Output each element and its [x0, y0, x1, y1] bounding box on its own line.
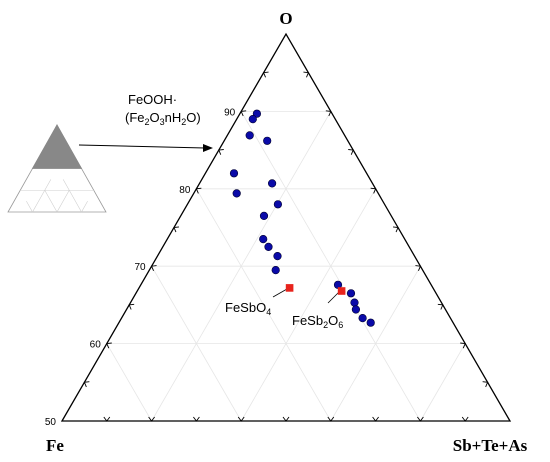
- inset-triangle: [7, 124, 107, 213]
- edge-tick: [150, 265, 157, 271]
- vertex-label-left: Fe: [46, 436, 64, 455]
- edge-tick: [415, 265, 422, 271]
- edge-tick: [195, 187, 202, 194]
- sample-point: [351, 305, 361, 314]
- edge-tick: [240, 110, 247, 117]
- reference-point: [285, 284, 294, 292]
- vertex-label-top: O: [279, 9, 292, 28]
- ref-leader-fesb2o6: [327, 291, 340, 304]
- ref-label-fesb2o6: FeSb2O6: [292, 313, 343, 330]
- edge-tick: [370, 187, 377, 194]
- o-tick-label: 90: [224, 107, 236, 118]
- edge-tick: [282, 416, 290, 422]
- sample-point: [268, 179, 277, 188]
- o-tick-label: 60: [90, 340, 102, 351]
- grid-line-sb: [196, 188, 332, 422]
- edge-tick: [128, 303, 135, 310]
- grid-line-fe: [330, 265, 421, 422]
- edge-tick: [461, 416, 469, 422]
- edge-tick: [325, 110, 332, 117]
- grid-line-sb: [151, 265, 242, 422]
- edge-tick: [262, 71, 269, 78]
- annotation-line2-part6: O): [186, 110, 200, 125]
- edge-tick: [437, 303, 444, 310]
- annotation-line2: (Fe2O3nH2O): [125, 110, 201, 127]
- annotation-line1: FeOOH·: [128, 92, 177, 107]
- reference-points: [285, 284, 346, 295]
- o-tick-labels: 50 60 70 80 90: [45, 107, 236, 428]
- sample-point: [229, 169, 239, 178]
- sample-point: [232, 189, 241, 198]
- edge-tick: [193, 416, 200, 422]
- o-tick-label: 70: [134, 262, 146, 273]
- ref-leader-fesbo4: [272, 288, 288, 298]
- sample-point: [259, 235, 268, 244]
- annotation-arrow: [78, 144, 206, 149]
- grid: [106, 111, 466, 422]
- annotation-line2-part1: 2: [145, 117, 150, 127]
- edge-tick: [103, 416, 111, 422]
- edge-tick: [106, 342, 112, 349]
- edge-tick: [372, 416, 379, 422]
- annotation-line2-part0: (Fe: [125, 110, 145, 125]
- edge-tick: [237, 416, 245, 422]
- edge-tick: [460, 342, 466, 349]
- axis-ticks: [83, 71, 489, 422]
- sample-point: [271, 266, 280, 275]
- o-tick-label: 50: [45, 417, 57, 428]
- sample-point: [259, 211, 269, 220]
- edge-tick: [303, 71, 310, 78]
- edge-tick: [392, 226, 399, 233]
- grid-line-sb: [106, 343, 152, 422]
- edge-tick: [218, 149, 224, 155]
- o-tick-label: 80: [179, 185, 191, 196]
- annotation-line2-part2: O: [150, 110, 160, 125]
- sample-point: [252, 109, 261, 118]
- grid-line-fe: [420, 343, 466, 422]
- sample-point: [350, 298, 359, 307]
- sample-point: [264, 242, 273, 251]
- sample-point: [248, 114, 257, 124]
- sample-point: [273, 252, 282, 261]
- edge-tick: [83, 381, 90, 388]
- annotation-line2-part3: 3: [160, 117, 165, 127]
- sample-point: [358, 314, 367, 323]
- inset-highlight: [31, 124, 83, 169]
- sample-point: [263, 136, 272, 145]
- sample-point: [245, 131, 254, 140]
- sample-point: [366, 318, 375, 327]
- edge-tick: [417, 416, 424, 422]
- reference-point: [337, 287, 346, 295]
- annotation-arrowhead: [203, 144, 213, 152]
- ref-label-fesbo4: FeSbO4: [225, 300, 271, 317]
- sample-points: [229, 109, 375, 327]
- annotation-line2-part5: 2: [181, 117, 186, 127]
- edge-tick: [148, 416, 155, 422]
- edge-tick: [348, 149, 354, 155]
- vertex-label-right: Sb+Te+As: [453, 436, 528, 455]
- annotation-line2-part4: nH: [165, 110, 182, 125]
- sample-point: [346, 289, 356, 298]
- edge-tick: [482, 381, 489, 388]
- grid-line-fe: [240, 188, 376, 422]
- sample-point: [273, 200, 283, 209]
- edge-tick: [327, 416, 335, 422]
- edge-tick: [173, 226, 180, 233]
